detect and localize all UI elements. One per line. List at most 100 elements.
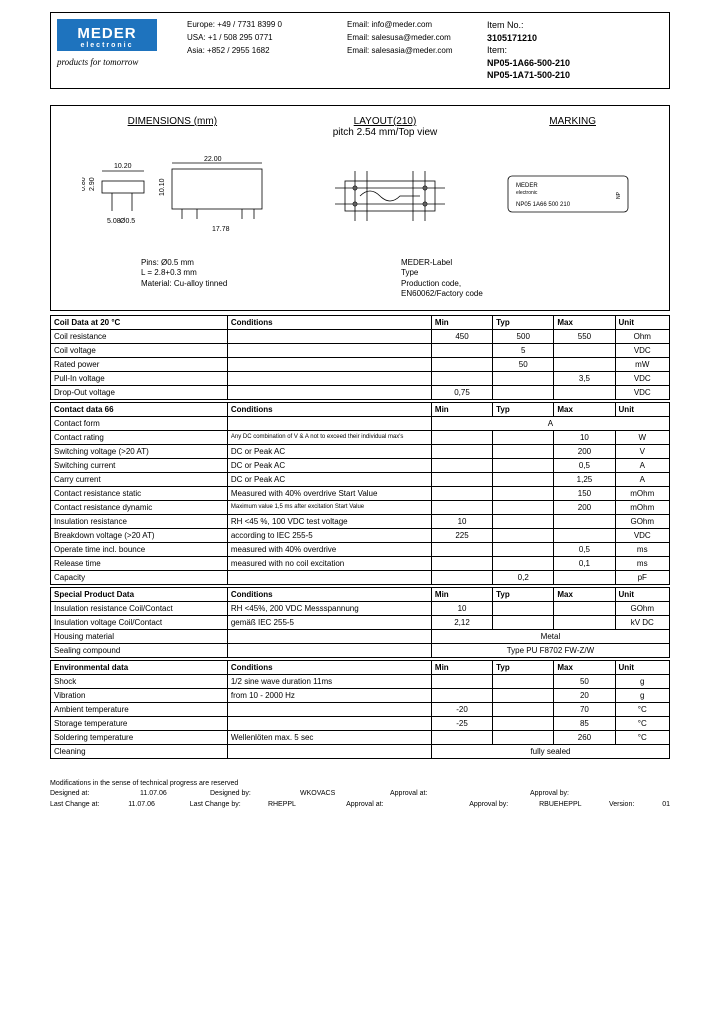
th-title: Contact data 66 — [51, 402, 228, 416]
table-row: Coil resistance450500550Ohm — [51, 329, 670, 343]
th-title: Environmental data — [51, 660, 228, 674]
dim-title: DIMENSIONS (mm) — [128, 116, 217, 127]
table-row: Contact resistance staticMeasured with 4… — [51, 486, 670, 500]
marking-drawing: MEDER electronic NP05 1A66 500 210 NP — [488, 171, 648, 223]
svg-text:22.00: 22.00 — [204, 156, 222, 163]
th-min: Min — [431, 587, 492, 601]
svg-text:10.10: 10.10 — [159, 178, 166, 196]
th-max: Max — [554, 660, 615, 674]
layout-svg — [325, 166, 455, 226]
th-typ: Typ — [493, 660, 554, 674]
data-table-2: Special Product DataConditionsMinTypMaxU… — [50, 587, 670, 658]
table-row: Sealing compoundType PU F8702 FW-Z/W — [51, 643, 670, 657]
dim-svg: 10.20 5.08 Ø0.5 0.80 2.90 22.00 17.78 — [82, 151, 282, 241]
marking-svg: MEDER electronic NP05 1A66 500 210 NP — [498, 171, 638, 221]
th-cond: Conditions — [227, 315, 431, 329]
logo-main: MEDER — [61, 25, 153, 42]
table-row: Insulation voltage Coil/Contactgemäß IEC… — [51, 615, 670, 629]
th-cond: Conditions — [227, 402, 431, 416]
th-unit: Unit — [615, 315, 669, 329]
th-max: Max — [554, 402, 615, 416]
item-label: Item: — [487, 44, 570, 57]
item-2: NP05-1A71-500-210 — [487, 69, 570, 82]
diagram-headers: DIMENSIONS (mm) LAYOUT(210) pitch 2.54 m… — [61, 116, 659, 138]
svg-text:5.08: 5.08 — [107, 218, 121, 225]
th-typ: Typ — [493, 402, 554, 416]
data-table-3: Environmental dataConditionsMinTypMaxUni… — [50, 660, 670, 759]
table-row: Contact resistance dynamicMaximum value … — [51, 500, 670, 514]
svg-text:NP05 1A66 500 210: NP05 1A66 500 210 — [516, 202, 571, 208]
datasheet-page: MEDER electronic products for tomorrow E… — [0, 0, 720, 822]
th-unit: Unit — [615, 402, 669, 416]
data-table-1: Contact data 66ConditionsMinTypMaxUnitCo… — [50, 402, 670, 585]
footer: Modifications in the sense of technical … — [50, 779, 670, 811]
footer-row-1: Designed at: 11.07.06 Designed by: WKOVA… — [50, 789, 670, 800]
table-row: Breakdown voltage (>20 AT)according to I… — [51, 528, 670, 542]
layout-sub: pitch 2.54 mm/Top view — [333, 127, 438, 138]
table-row: Insulation resistanceRH <45 %, 100 VDC t… — [51, 514, 670, 528]
th-min: Min — [431, 660, 492, 674]
pin-notes: Pins: Ø0.5 mm L = 2.8+0.3 mm Material: C… — [141, 258, 401, 289]
diagram-box: DIMENSIONS (mm) LAYOUT(210) pitch 2.54 m… — [50, 105, 670, 311]
footer-row-2: Last Change at: 11.07.06 Last Change by:… — [50, 800, 670, 811]
th-cond: Conditions — [227, 660, 431, 674]
table-row: Storage temperature-2585°C — [51, 716, 670, 730]
th-typ: Typ — [493, 587, 554, 601]
svg-text:2.90: 2.90 — [89, 177, 96, 191]
item-1: NP05-1A66-500-210 — [487, 57, 570, 70]
item-no-label: Item No.: — [487, 19, 570, 32]
th-unit: Unit — [615, 587, 669, 601]
table-row: Vibrationfrom 10 - 2000 Hz20g — [51, 688, 670, 702]
diagram-bottom: Pins: Ø0.5 mm L = 2.8+0.3 mm Material: C… — [61, 252, 659, 300]
slogan: products for tomorrow — [57, 57, 187, 67]
table-row: Operate time incl. bouncemeasured with 4… — [51, 542, 670, 556]
footer-mod: Modifications in the sense of technical … — [50, 779, 670, 790]
meder-logo: MEDER electronic — [57, 19, 157, 51]
th-cond: Conditions — [227, 587, 431, 601]
table-row: Soldering temperatureWellenlöten max. 5 … — [51, 730, 670, 744]
th-max: Max — [554, 587, 615, 601]
diagram-row: 10.20 5.08 Ø0.5 0.80 2.90 22.00 17.78 — [61, 142, 659, 252]
table-row: Capacity0,2pF — [51, 570, 670, 584]
table-row: Release timemeasured with no coil excita… — [51, 556, 670, 570]
data-table-0: Coil Data at 20 °CConditionsMinTypMaxUni… — [50, 315, 670, 400]
svg-text:Ø0.5: Ø0.5 — [120, 218, 135, 225]
table-row: Switching currentDC or Peak AC0,5A — [51, 458, 670, 472]
th-min: Min — [431, 315, 492, 329]
table-row: Drop-Out voltage0,75VDC — [51, 385, 670, 399]
table-row: Carry currentDC or Peak AC1,25A — [51, 472, 670, 486]
item-no: 3105171210 — [487, 32, 570, 45]
table-row: Coil voltage5VDC — [51, 343, 670, 357]
dimensions-drawing: 10.20 5.08 Ø0.5 0.80 2.90 22.00 17.78 — [72, 151, 292, 243]
logo-area: MEDER electronic products for tomorrow — [57, 19, 187, 82]
layout-title: LAYOUT(210) — [354, 116, 417, 127]
header-box: MEDER electronic products for tomorrow E… — [50, 12, 670, 89]
svg-text:0.80: 0.80 — [82, 177, 87, 191]
item-info: Item No.: 3105171210 Item: NP05-1A66-500… — [487, 19, 570, 82]
layout-drawing — [315, 166, 465, 228]
contact-phones: Europe: +49 / 7731 8399 0 USA: +1 / 508 … — [187, 19, 347, 82]
th-min: Min — [431, 402, 492, 416]
table-row: Cleaningfully sealed — [51, 744, 670, 758]
svg-text:NP: NP — [616, 191, 622, 199]
svg-text:electronic: electronic — [516, 190, 538, 196]
logo-sub: electronic — [61, 42, 153, 49]
th-unit: Unit — [615, 660, 669, 674]
tables-container: Coil Data at 20 °CConditionsMinTypMaxUni… — [50, 315, 670, 759]
marking-title: MARKING — [549, 116, 596, 127]
svg-text:MEDER: MEDER — [516, 183, 538, 189]
table-row: Shock1/2 sine wave duration 11ms50g — [51, 674, 670, 688]
table-row: Rated power50mW — [51, 357, 670, 371]
table-row: Contact formA — [51, 416, 670, 430]
svg-text:17.78: 17.78 — [212, 226, 230, 233]
table-row: Insulation resistance Coil/ContactRH <45… — [51, 601, 670, 615]
th-title: Special Product Data — [51, 587, 228, 601]
table-row: Pull-In voltage3,5VDC — [51, 371, 670, 385]
th-title: Coil Data at 20 °C — [51, 315, 228, 329]
table-row: Ambient temperature-2070°C — [51, 702, 670, 716]
th-max: Max — [554, 315, 615, 329]
th-typ: Typ — [493, 315, 554, 329]
table-row: Housing materialMetal — [51, 629, 670, 643]
table-row: Switching voltage (>20 AT)DC or Peak AC2… — [51, 444, 670, 458]
marking-notes: MEDER-Label Type Production code, EN6006… — [401, 258, 659, 300]
